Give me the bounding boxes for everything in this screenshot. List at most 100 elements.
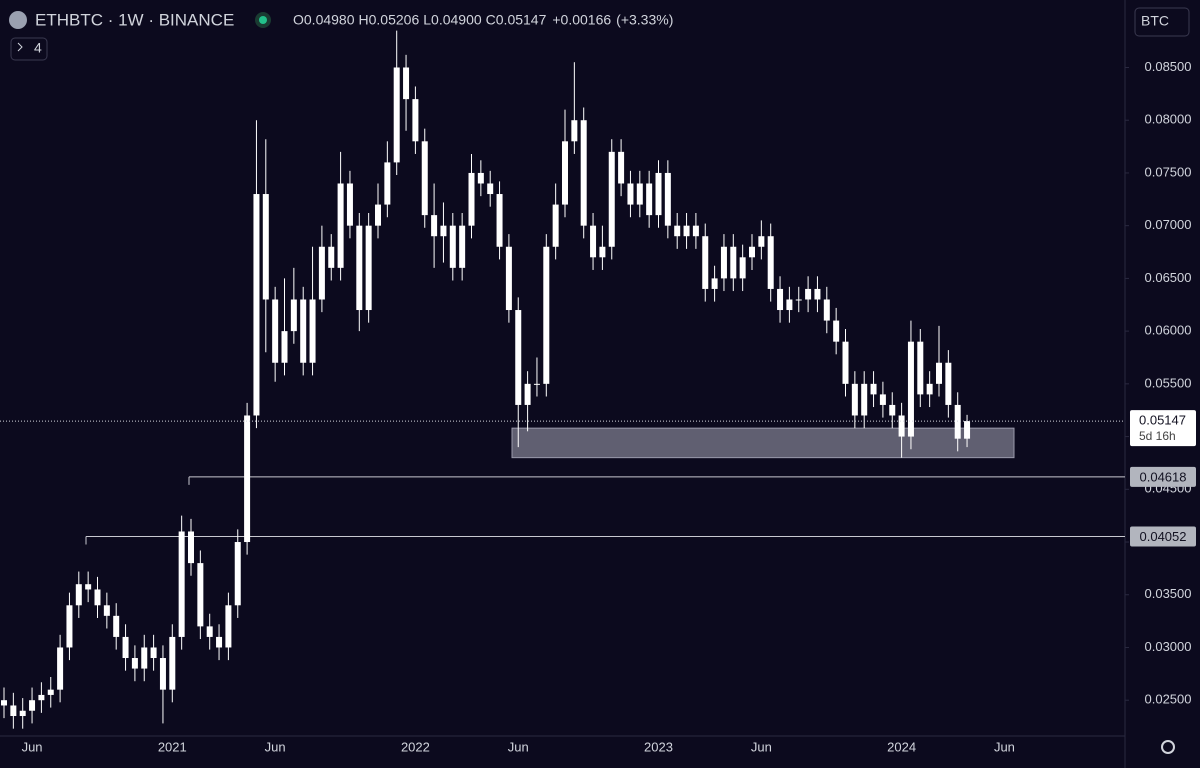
support-zone xyxy=(511,427,1015,459)
candle-body xyxy=(543,246,550,384)
ohlc-key: C xyxy=(486,12,496,28)
candle-body xyxy=(29,700,36,711)
indicator-count: 4 xyxy=(34,40,42,56)
candle-body xyxy=(683,225,690,237)
candle-body xyxy=(599,246,606,258)
candle-body xyxy=(833,320,840,342)
candle-body xyxy=(702,236,709,289)
candle-body xyxy=(870,383,877,395)
y-tick-label: 0.08000 xyxy=(1145,112,1192,127)
candle-body xyxy=(328,246,335,268)
x-tick-label: Jun xyxy=(994,739,1015,754)
level-label: 0.04618 xyxy=(1140,469,1187,484)
chevron-icon xyxy=(17,42,23,52)
candle-body xyxy=(767,236,774,289)
candle-body xyxy=(608,151,615,247)
candle-body xyxy=(281,331,288,363)
candle-body xyxy=(842,341,849,384)
ohlc-key: H xyxy=(359,12,369,28)
y-tick-label: 0.07500 xyxy=(1145,164,1192,179)
y-tick-label: 0.03500 xyxy=(1145,586,1192,601)
candle-body xyxy=(262,194,269,300)
candle-body xyxy=(674,225,681,237)
candle-body xyxy=(936,362,942,384)
x-tick-label: 2021 xyxy=(158,739,187,754)
candle-body xyxy=(496,194,503,247)
candle-body xyxy=(141,647,148,669)
y-tick-label: 0.08500 xyxy=(1145,59,1192,74)
candle-body xyxy=(272,299,279,363)
candle-body xyxy=(178,531,185,637)
candle-body xyxy=(571,120,578,142)
candle-body xyxy=(1,700,7,706)
settings-icon[interactable] xyxy=(1161,740,1175,754)
candle-body xyxy=(225,605,232,648)
level-label: 0.04052 xyxy=(1140,529,1187,544)
candle-body xyxy=(47,689,54,695)
candle-body xyxy=(515,310,522,405)
currency: BTC xyxy=(1141,13,1169,29)
x-tick-label: 2024 xyxy=(887,739,916,754)
symbol: ETHBTC · 1W · BINANCE xyxy=(35,10,234,29)
candle-body xyxy=(487,183,494,195)
x-tick-label: Jun xyxy=(22,739,43,754)
candle-body xyxy=(365,225,372,311)
candle-body xyxy=(103,605,110,616)
candle-body xyxy=(749,246,755,258)
candle-body xyxy=(580,120,587,226)
x-tick-label: 2022 xyxy=(401,739,430,754)
change-pct: (+3.33%) xyxy=(616,12,673,28)
candle-body xyxy=(346,183,353,226)
candle-body xyxy=(113,615,120,637)
candle-body xyxy=(131,658,138,669)
candle-body xyxy=(945,362,952,405)
candle-body xyxy=(449,225,456,268)
candle-body xyxy=(758,236,765,247)
candle-body xyxy=(85,584,92,590)
candle-body xyxy=(889,404,896,416)
candle-body xyxy=(440,225,447,237)
candle-body xyxy=(954,404,961,439)
candle-body xyxy=(169,636,176,690)
currency-button[interactable] xyxy=(1134,7,1190,37)
ohlc-value: 0.04980 xyxy=(304,12,355,28)
level-tag xyxy=(1130,526,1196,547)
candle-body xyxy=(431,215,438,237)
ohlc-key: L xyxy=(423,12,431,28)
candle-body xyxy=(552,204,559,247)
candle-body xyxy=(300,299,307,363)
candle-body xyxy=(964,421,971,439)
candle-body xyxy=(926,383,933,395)
candle-body xyxy=(19,710,26,717)
ohlc-value: 0.05147 xyxy=(496,12,547,28)
candle-body xyxy=(318,246,325,300)
candle-body xyxy=(159,658,166,690)
price-tag xyxy=(1130,410,1196,447)
candle-body xyxy=(150,647,157,659)
x-tick-label: Jun xyxy=(265,739,286,754)
candle-body xyxy=(786,299,793,311)
candle-body xyxy=(730,246,737,279)
candle-body xyxy=(197,563,204,627)
candle-body xyxy=(618,151,625,184)
candle-body xyxy=(290,299,297,332)
candle-body xyxy=(655,172,662,216)
candle-body xyxy=(356,225,363,311)
candle-body xyxy=(627,183,634,205)
candle-body xyxy=(692,225,699,237)
candle-body xyxy=(851,383,858,416)
indicator-badge[interactable] xyxy=(10,37,48,61)
candle-body xyxy=(636,183,643,205)
x-tick-label: Jun xyxy=(751,739,772,754)
candle-body xyxy=(917,341,924,395)
price-label: 0.05147 xyxy=(1139,413,1186,428)
symbol-icon xyxy=(9,11,27,29)
candle-body xyxy=(898,415,905,437)
candle-body xyxy=(720,246,727,279)
ohlc-value: 0.05206 xyxy=(369,12,420,28)
candle-body xyxy=(795,299,802,301)
candle-body xyxy=(823,299,830,321)
